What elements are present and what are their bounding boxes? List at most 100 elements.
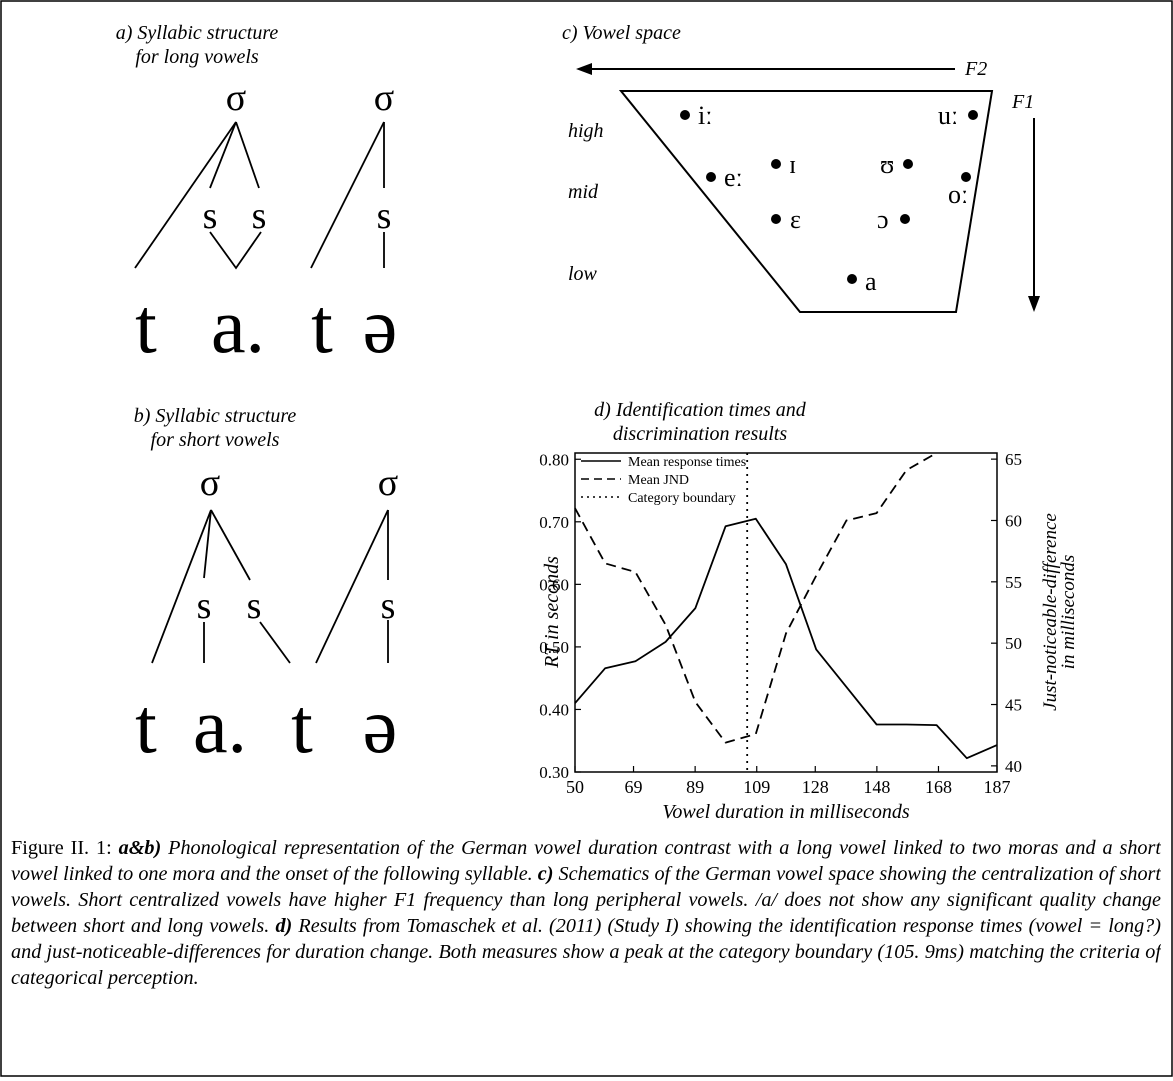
y2-tick-label: 40	[1005, 757, 1022, 776]
x-tick-label: 168	[925, 777, 952, 797]
vowel-dots	[680, 110, 978, 284]
figure-caption: Figure II. 1: a&b) Phonological represen…	[11, 835, 1161, 1071]
panel-c: c) Vowel space F2 F1 high mid low iː uː …	[562, 22, 1040, 313]
chart-marks: 50 69 89 109 128 148 168 187 0.30 0.40 0.50 0.60 0.7…	[539, 450, 1022, 797]
row-label-high: high	[568, 120, 604, 142]
dot-u-short	[903, 159, 913, 169]
panel-a-title-line1: a) Syllabic structure	[116, 22, 279, 44]
vowel-e-short: ɛ	[790, 205, 801, 234]
chart-title-line1: d) Identification times and	[594, 399, 807, 421]
panel-a-tree-lines	[134, 121, 385, 270]
panel-b-tree-lines	[151, 509, 389, 664]
vowel-o-short: ɔ	[877, 205, 889, 234]
y-tick-label: 0.40	[539, 700, 569, 719]
panel-b-segment-t2: t	[291, 682, 313, 769]
panel-c-title: c) Vowel space	[562, 22, 681, 44]
vowel-i-long: iː	[698, 101, 712, 130]
chart-legend: Mean response times Mean JND Category bo…	[581, 455, 746, 506]
panel-a-segment-t2: t	[311, 282, 333, 369]
dot-e-short	[771, 214, 781, 224]
plot-frame	[574, 452, 998, 773]
panel-b-mora-1: s	[197, 585, 212, 627]
panel-b-title-line1: b) Syllabic structure	[134, 405, 297, 427]
row-label-low: low	[568, 263, 598, 285]
vowel-e-long: eː	[724, 163, 743, 192]
panel-b-title-line2: for short vowels	[151, 429, 280, 451]
panel-a-sigma-1: σ	[226, 77, 246, 119]
legend-label-boundary: Category boundary	[628, 491, 736, 506]
panel-b-segment-t1: t	[135, 682, 157, 769]
caption-c-text: Schematics of the German vowel space sho…	[11, 863, 1161, 937]
panel-a-sigma-2: σ	[374, 77, 394, 119]
panel-a-segment-a: a.	[211, 282, 265, 369]
y2-tick-label: 60	[1005, 511, 1022, 530]
caption-d-text: Results from Tomaschek et al. (2011) (St…	[11, 915, 1161, 989]
panel-b-segment-schwa: ə	[363, 682, 398, 769]
y2-tick-label: 55	[1005, 573, 1022, 592]
y-tick-label: 0.80	[539, 450, 569, 469]
f1-arrowhead	[1028, 296, 1040, 312]
vowel-trapezoid	[618, 90, 994, 313]
panel-a: a) Syllabic structure for long vowels σ …	[116, 22, 398, 369]
y-tick-label: 0.50	[539, 638, 569, 657]
x-tick-label: 89	[686, 777, 704, 797]
y-axis-label: RT in seconds	[541, 556, 563, 669]
x-tick-label: 148	[863, 777, 890, 797]
panel-b-mora-2: s	[247, 585, 262, 627]
vowel-u-long: uː	[938, 101, 958, 130]
caption-c-label: c)	[537, 863, 554, 885]
f2-label: F2	[964, 58, 987, 80]
x-tick-label: 109	[743, 777, 770, 797]
y-tick-label: 0.70	[539, 513, 569, 532]
dot-e-long	[706, 172, 716, 182]
panel-a-segment-schwa: ə	[363, 282, 398, 369]
chart-title-line2: discrimination results	[613, 423, 787, 445]
panel-a-segment-t1: t	[135, 282, 157, 369]
y-tick-label: 0.30	[539, 763, 569, 782]
panel-d-chart: d) Identification times and discriminati…	[539, 399, 1079, 823]
dot-u-long	[968, 110, 978, 120]
panel-a-mora-3: s	[377, 195, 392, 237]
dot-i-short	[771, 159, 781, 169]
f2-arrowhead	[576, 63, 592, 75]
panel-a-mora-1: s	[203, 195, 218, 237]
panel-b: b) Syllabic structure for short vowels σ…	[134, 405, 399, 769]
vowel-i-short: ɪ	[789, 150, 796, 179]
f1-label: F1	[1011, 91, 1034, 113]
x-tick-label: 128	[802, 777, 829, 797]
panel-b-segment-a: a.	[193, 682, 247, 769]
y2-tick-label: 65	[1005, 450, 1022, 469]
panel-a-mora-2: s	[252, 195, 267, 237]
vowel-a: a	[865, 267, 877, 296]
vowel-o-long: oː	[948, 180, 968, 209]
y2-axis-label-line2: in milliseconds	[1058, 555, 1079, 670]
row-label-mid: mid	[568, 181, 599, 203]
dot-o-short	[900, 214, 910, 224]
vowel-u-short: ʊ	[880, 150, 894, 179]
panel-b-mora-3: s	[381, 585, 396, 627]
caption-lead: Figure II. 1:	[11, 837, 119, 859]
y2-tick-label: 50	[1005, 634, 1022, 653]
dot-o-long	[961, 172, 971, 182]
series-line-jnd	[574, 452, 938, 744]
x-axis-label: Vowel duration in milliseconds	[662, 801, 909, 823]
y2-axis-label-line1: Just-noticeable-difference	[1040, 513, 1061, 711]
x-tick-label: 187	[984, 777, 1011, 797]
y2-tick-label: 45	[1005, 696, 1022, 715]
x-tick-label: 69	[625, 777, 643, 797]
legend-label-jnd: Mean JND	[628, 473, 689, 488]
dot-i-long	[680, 110, 690, 120]
panel-b-sigma-1: σ	[200, 462, 220, 504]
series-line-rt	[574, 517, 998, 760]
dot-a	[847, 274, 857, 284]
caption-d-label: d)	[275, 915, 293, 937]
panel-a-title-line2: for long vowels	[135, 46, 259, 68]
legend-label-rt: Mean response times	[628, 455, 746, 470]
caption-ab-text: Phonological representation of the Germa…	[11, 837, 1161, 885]
y-tick-label: 0.60	[539, 575, 569, 594]
caption-ab-label: a&b)	[118, 837, 162, 859]
x-tick-label: 50	[566, 777, 584, 797]
